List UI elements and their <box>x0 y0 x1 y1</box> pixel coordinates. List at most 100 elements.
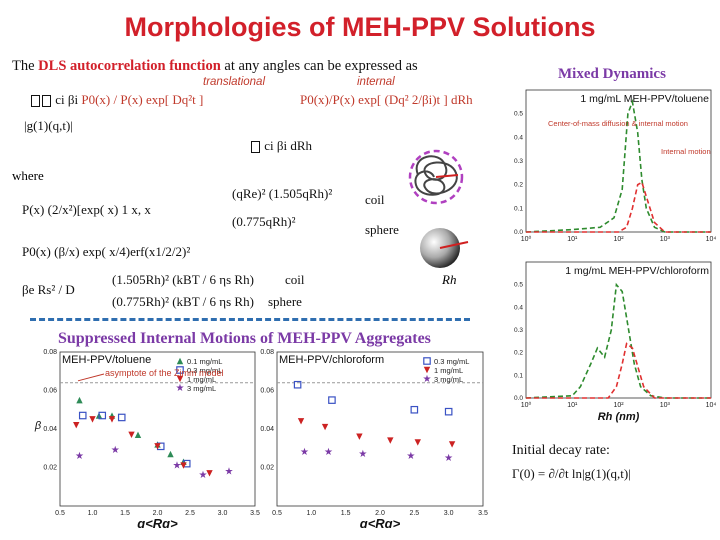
panel-label: MEH-PPV/toluene <box>62 354 151 366</box>
annotation-arrow <box>77 373 105 382</box>
y-tick-label: 0.2 <box>514 182 523 189</box>
x-tick-label: 1.0 <box>88 510 98 517</box>
y-tick-label: 0.02 <box>260 465 274 472</box>
decay-label: Initial decay rate: <box>512 443 610 458</box>
annotation-text: asymptote of the Zimm model <box>105 368 224 378</box>
data-point: ★ <box>199 470 208 481</box>
annotation-com: Center-of-mass diffusion & internal moti… <box>548 119 688 128</box>
x-tick-label: 10⁴ <box>706 402 717 409</box>
data-point: ★ <box>444 453 453 464</box>
x-tick-label: 0.5 <box>55 510 65 517</box>
sphere-illustration <box>420 228 469 268</box>
data-point <box>410 405 419 414</box>
x-tick-label: 2.5 <box>409 510 419 517</box>
x-tick-label: 3.5 <box>478 510 488 517</box>
panel-label: MEH-PPV/chloroform <box>279 354 384 366</box>
data-point <box>356 433 363 440</box>
data-point <box>76 396 83 404</box>
sphere-label-2: sphere <box>268 294 302 309</box>
data-point <box>73 421 80 429</box>
legend-label: 0.1 mg/mL <box>187 357 222 366</box>
g1-tail: ci βi dRh <box>250 138 312 154</box>
x-tick-label: 1.5 <box>341 510 351 517</box>
p-coil-top: (qRe)² (1.505qRh)² <box>232 186 333 201</box>
x-axis-label: q<Rg> <box>137 516 178 528</box>
x-tick-label: 2.5 <box>185 510 195 517</box>
translational-tag: translational <box>203 76 266 88</box>
legend-marker <box>176 366 184 374</box>
legend-label: 0.3 mg/mL <box>434 357 469 366</box>
x-tick-label: 3.5 <box>250 510 260 517</box>
data-point <box>321 423 329 431</box>
y-tick-label: 0.06 <box>260 388 274 395</box>
legend-label: 0.3 mg/mL <box>187 366 222 375</box>
y-tick-label: 0.02 <box>43 465 57 472</box>
y-tick-label: 0.06 <box>43 388 57 395</box>
series-line <box>526 342 711 399</box>
x-tick-label: 3.0 <box>444 510 454 517</box>
y-tick-label: 0.3 <box>514 158 523 165</box>
x-tick-label: 2.0 <box>375 510 385 517</box>
g1-internal: P0(x)/P(x) exp[ (Dq² 2/βi)t ] dRh <box>300 92 473 108</box>
data-point: ★ <box>324 447 333 458</box>
legend-marker <box>176 357 184 365</box>
series-line <box>525 98 711 233</box>
g1-equation: ci βi P0(x) / P(x) exp[ Dq²t ] <box>30 92 203 108</box>
data-point <box>117 413 126 422</box>
x-tick-label: 10² <box>613 236 624 243</box>
coil-label: coil <box>365 192 385 207</box>
data-point: ★ <box>75 451 84 462</box>
chart-toluene-distribution: 10⁰ 10¹ 10² 10³ 10⁴ 0.0 0.1 0.2 0.3 0.4 0.5 1 mg/mL… <box>514 89 717 243</box>
y-tick-label: 0.2 <box>514 350 523 357</box>
x-tick-label: 1.0 <box>306 510 316 517</box>
data-point <box>206 470 213 477</box>
beta-sphere: (0.775Rh)² (kBT / 6 ηs Rh) <box>112 294 254 309</box>
data-point <box>448 441 456 448</box>
plot-frame <box>59 351 256 507</box>
p0-def: P0(x) (β/x) exp( x/4)erf(x1/2/2)² <box>22 244 191 259</box>
annotation-internal: Internal motion <box>661 147 711 156</box>
y-tick-label: 0.04 <box>43 426 57 433</box>
x-tick-label: 10⁰ <box>521 235 532 243</box>
where-label: where <box>12 168 44 183</box>
legend-label: 3 mg/mL <box>187 384 216 393</box>
y-tick-label: 0.5 <box>514 111 523 118</box>
data-point <box>167 450 174 458</box>
plot-frame <box>525 261 712 399</box>
y-tick-label: 0.08 <box>43 349 57 356</box>
legend-marker <box>423 357 431 365</box>
data-point <box>180 462 187 469</box>
panel-label: 1 mg/mL MEH-PPV/toluene <box>580 93 709 105</box>
x-tick-label: 1.5 <box>120 510 130 517</box>
series-line <box>526 181 711 233</box>
data-point <box>328 396 336 404</box>
data-point <box>98 411 107 420</box>
y-tick-label: 0.4 <box>514 134 523 141</box>
series-line <box>525 282 711 399</box>
y-tick-label: 0.3 <box>514 327 523 334</box>
x-tick-label: 10³ <box>660 236 671 243</box>
beta-lhs: βe Rs² / D <box>22 282 75 297</box>
data-point: ★ <box>225 466 234 477</box>
p-def: P(x) (2/x²)[exp( x) 1 x, x <box>22 202 151 217</box>
data-point <box>89 416 96 423</box>
x-tick-label: 10⁴ <box>706 236 717 243</box>
g1-tail-text: ci βi dRh <box>264 138 313 153</box>
x-tick-label: 10⁰ <box>521 401 532 409</box>
data-point <box>78 411 87 420</box>
data-point: ★ <box>173 461 182 472</box>
legend-marker <box>176 375 184 383</box>
legend-label: 3 mg/mL <box>434 375 463 384</box>
y-axis-label: β <box>34 420 42 432</box>
y-tick-label: 0.0 <box>514 229 523 236</box>
data-point <box>154 443 161 450</box>
beta-coil: (1.505Rh)² (kBT / 6 ηs Rh) <box>112 272 254 287</box>
y-tick-label: 0.08 <box>260 349 274 356</box>
data-point <box>387 437 394 444</box>
internal-tag: internal <box>357 76 395 88</box>
data-point <box>134 431 142 438</box>
legend-label: 1 mg/mL <box>187 375 216 384</box>
y-tick-label: 0.4 <box>514 304 523 311</box>
plot-frame <box>525 89 712 233</box>
y-tick-label: 0.5 <box>514 282 523 289</box>
